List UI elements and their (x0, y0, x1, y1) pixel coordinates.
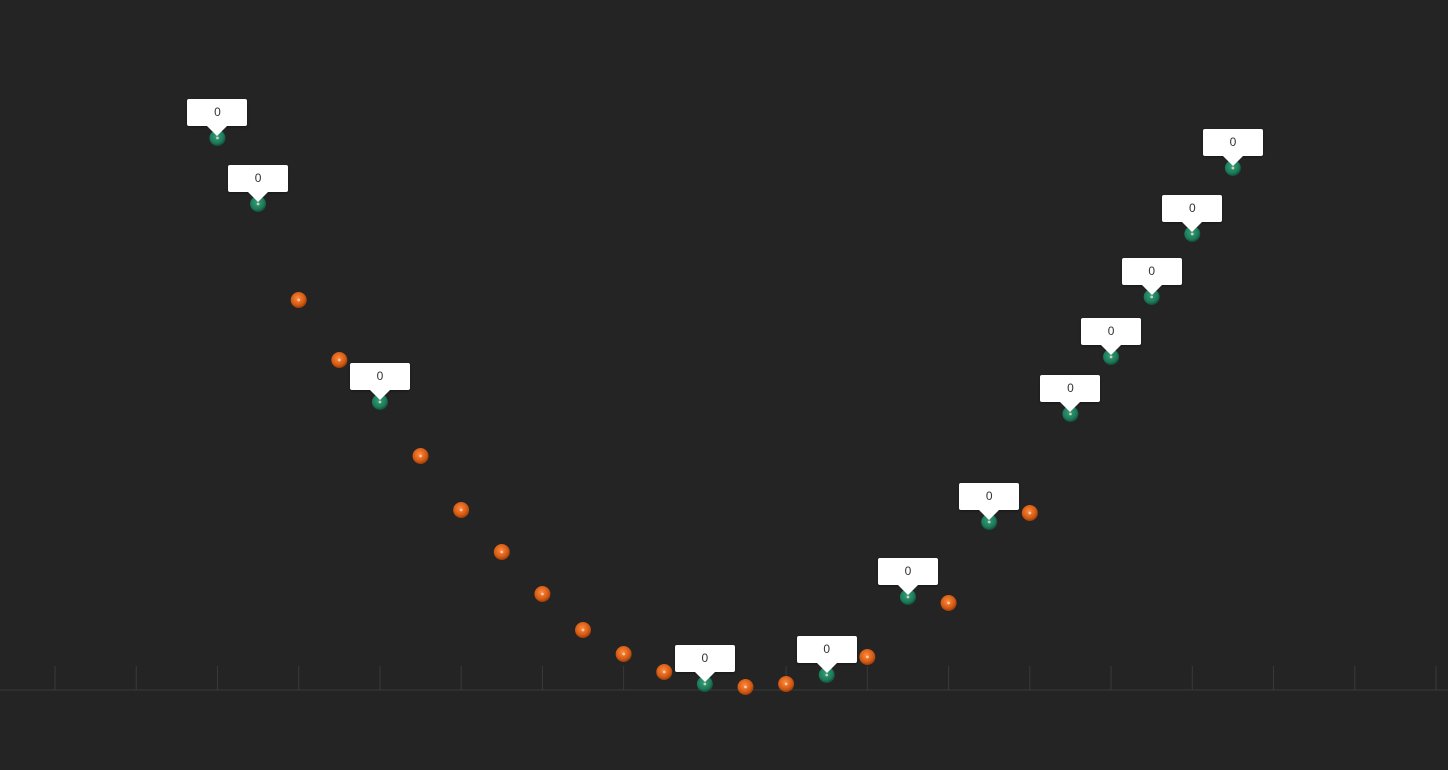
green-data-point-highlight (825, 673, 829, 677)
green-data-point-highlight (1150, 295, 1154, 299)
green-data-point-highlight (256, 202, 260, 206)
green-data-point-highlight (216, 136, 219, 140)
point-value-badge: 0 (877, 558, 938, 585)
orange-data-point-highlight (297, 298, 301, 302)
green-data-point-highlight (1069, 412, 1072, 416)
orange-data-point-highlight (622, 652, 626, 656)
green-data-point-highlight (1190, 232, 1194, 236)
orange-data-point-highlight (784, 682, 788, 686)
point-value-badge: 0 (1081, 318, 1142, 345)
point-value-badge: 0 (1040, 375, 1101, 402)
point-value-badge: 0 (349, 363, 410, 390)
point-value-badge: 0 (959, 483, 1020, 510)
green-data-point-highlight (1231, 166, 1235, 170)
x-axis (0, 666, 1448, 691)
point-value-badge: 0 (674, 645, 735, 672)
orange-data-point-highlight (1028, 511, 1032, 515)
point-value-badge: 0 (1162, 195, 1223, 222)
orange-data-point-highlight (337, 358, 341, 362)
orange-data-point-highlight (581, 628, 585, 632)
point-value-badge: 0 (228, 165, 289, 192)
point-value-badge: 0 (796, 636, 857, 663)
orange-data-point-highlight (500, 550, 504, 554)
green-data-point-highlight (906, 595, 910, 599)
green-data-point-highlight (987, 520, 991, 524)
orange-data-point-highlight (865, 655, 869, 659)
green-series (209, 130, 1241, 692)
green-data-point-highlight (703, 682, 707, 686)
point-value-badge: 0 (187, 99, 248, 126)
orange-data-point-highlight (541, 592, 544, 596)
green-data-point-highlight (1109, 355, 1113, 359)
point-value-badge: 0 (1121, 258, 1182, 285)
orange-data-point-highlight (459, 508, 463, 512)
orange-data-point-highlight (662, 670, 666, 674)
orange-data-point-highlight (947, 601, 950, 605)
orange-series (290, 292, 1038, 695)
green-data-point-highlight (378, 400, 382, 404)
orange-data-point-highlight (419, 454, 422, 458)
orange-data-point-highlight (744, 685, 747, 689)
point-value-badge: 0 (1202, 129, 1263, 156)
